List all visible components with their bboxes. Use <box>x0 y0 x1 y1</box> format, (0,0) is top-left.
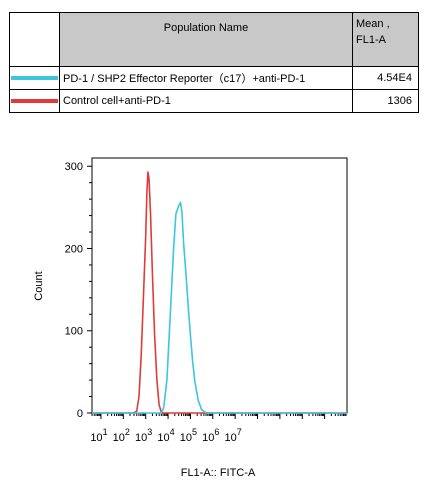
x-tick-base: 10 <box>225 432 237 444</box>
y-axis: 0 100 200 300 <box>65 161 92 420</box>
row-swatch-cell <box>9 66 60 90</box>
x-tick-exponent: 7 <box>237 427 242 437</box>
x-tick-exponent: 6 <box>214 427 219 437</box>
x-tick-base: 10 <box>135 432 147 444</box>
x-tick-label: 104 <box>157 427 174 444</box>
y-tick-label: 100 <box>65 326 83 338</box>
x-tick-label: 107 <box>225 427 242 444</box>
x-axis: 101 102 103 104 105 106 107 <box>90 413 347 444</box>
header-mean-line1: Mean , <box>356 18 390 30</box>
x-tick-base: 10 <box>113 432 125 444</box>
series-line-0 <box>92 171 347 414</box>
series-layer <box>92 171 347 414</box>
x-tick-base: 10 <box>202 432 214 444</box>
row-swatch-cell <box>9 89 60 113</box>
x-tick-exponent: 4 <box>170 427 175 437</box>
header-mean-line2: FL1-A <box>356 34 386 46</box>
x-tick-exponent: 2 <box>125 427 130 437</box>
x-tick-label: 105 <box>180 427 197 444</box>
x-tick-exponent: 5 <box>192 427 197 437</box>
table-row: PD-1 / SHP2 Effector Reporter（c17）+anti-… <box>9 66 419 90</box>
row-mean-value: 4.54E4 <box>352 66 419 90</box>
table-header-row: Population Name Mean , FL1-A <box>9 12 419 67</box>
x-tick-base: 10 <box>90 432 102 444</box>
row-population-name: Control cell+anti-PD-1 <box>59 89 353 113</box>
x-tick-label: 102 <box>113 427 130 444</box>
y-axis-label: Count <box>33 271 45 300</box>
series-color-swatch <box>11 76 58 80</box>
plot-frame <box>91 157 348 414</box>
y-tick-label: 300 <box>65 161 83 173</box>
series-line-1 <box>92 201 347 414</box>
x-tick-exponent: 1 <box>103 427 108 437</box>
x-tick-label: 103 <box>135 427 152 444</box>
row-population-name: PD-1 / SHP2 Effector Reporter（c17）+anti-… <box>59 66 353 90</box>
row-mean-value: 1306 <box>352 89 419 113</box>
series-color-swatch <box>11 99 58 103</box>
x-axis-label: FL1-A:: FITC-A <box>181 467 256 479</box>
y-tick-label: 0 <box>77 408 83 420</box>
x-tick-base: 10 <box>157 432 169 444</box>
header-blank-cell <box>9 12 60 67</box>
x-tick-base: 10 <box>180 432 192 444</box>
y-tick-label: 200 <box>65 243 83 255</box>
table-row: Control cell+anti-PD-1 1306 <box>9 89 419 113</box>
x-tick-label: 106 <box>202 427 219 444</box>
x-tick-exponent: 3 <box>147 427 152 437</box>
header-mean: Mean , FL1-A <box>352 12 419 67</box>
x-tick-label: 101 <box>90 427 107 444</box>
header-population-name: Population Name <box>59 12 353 67</box>
population-table: Population Name Mean , FL1-A PD-1 / SHP2… <box>9 12 419 113</box>
